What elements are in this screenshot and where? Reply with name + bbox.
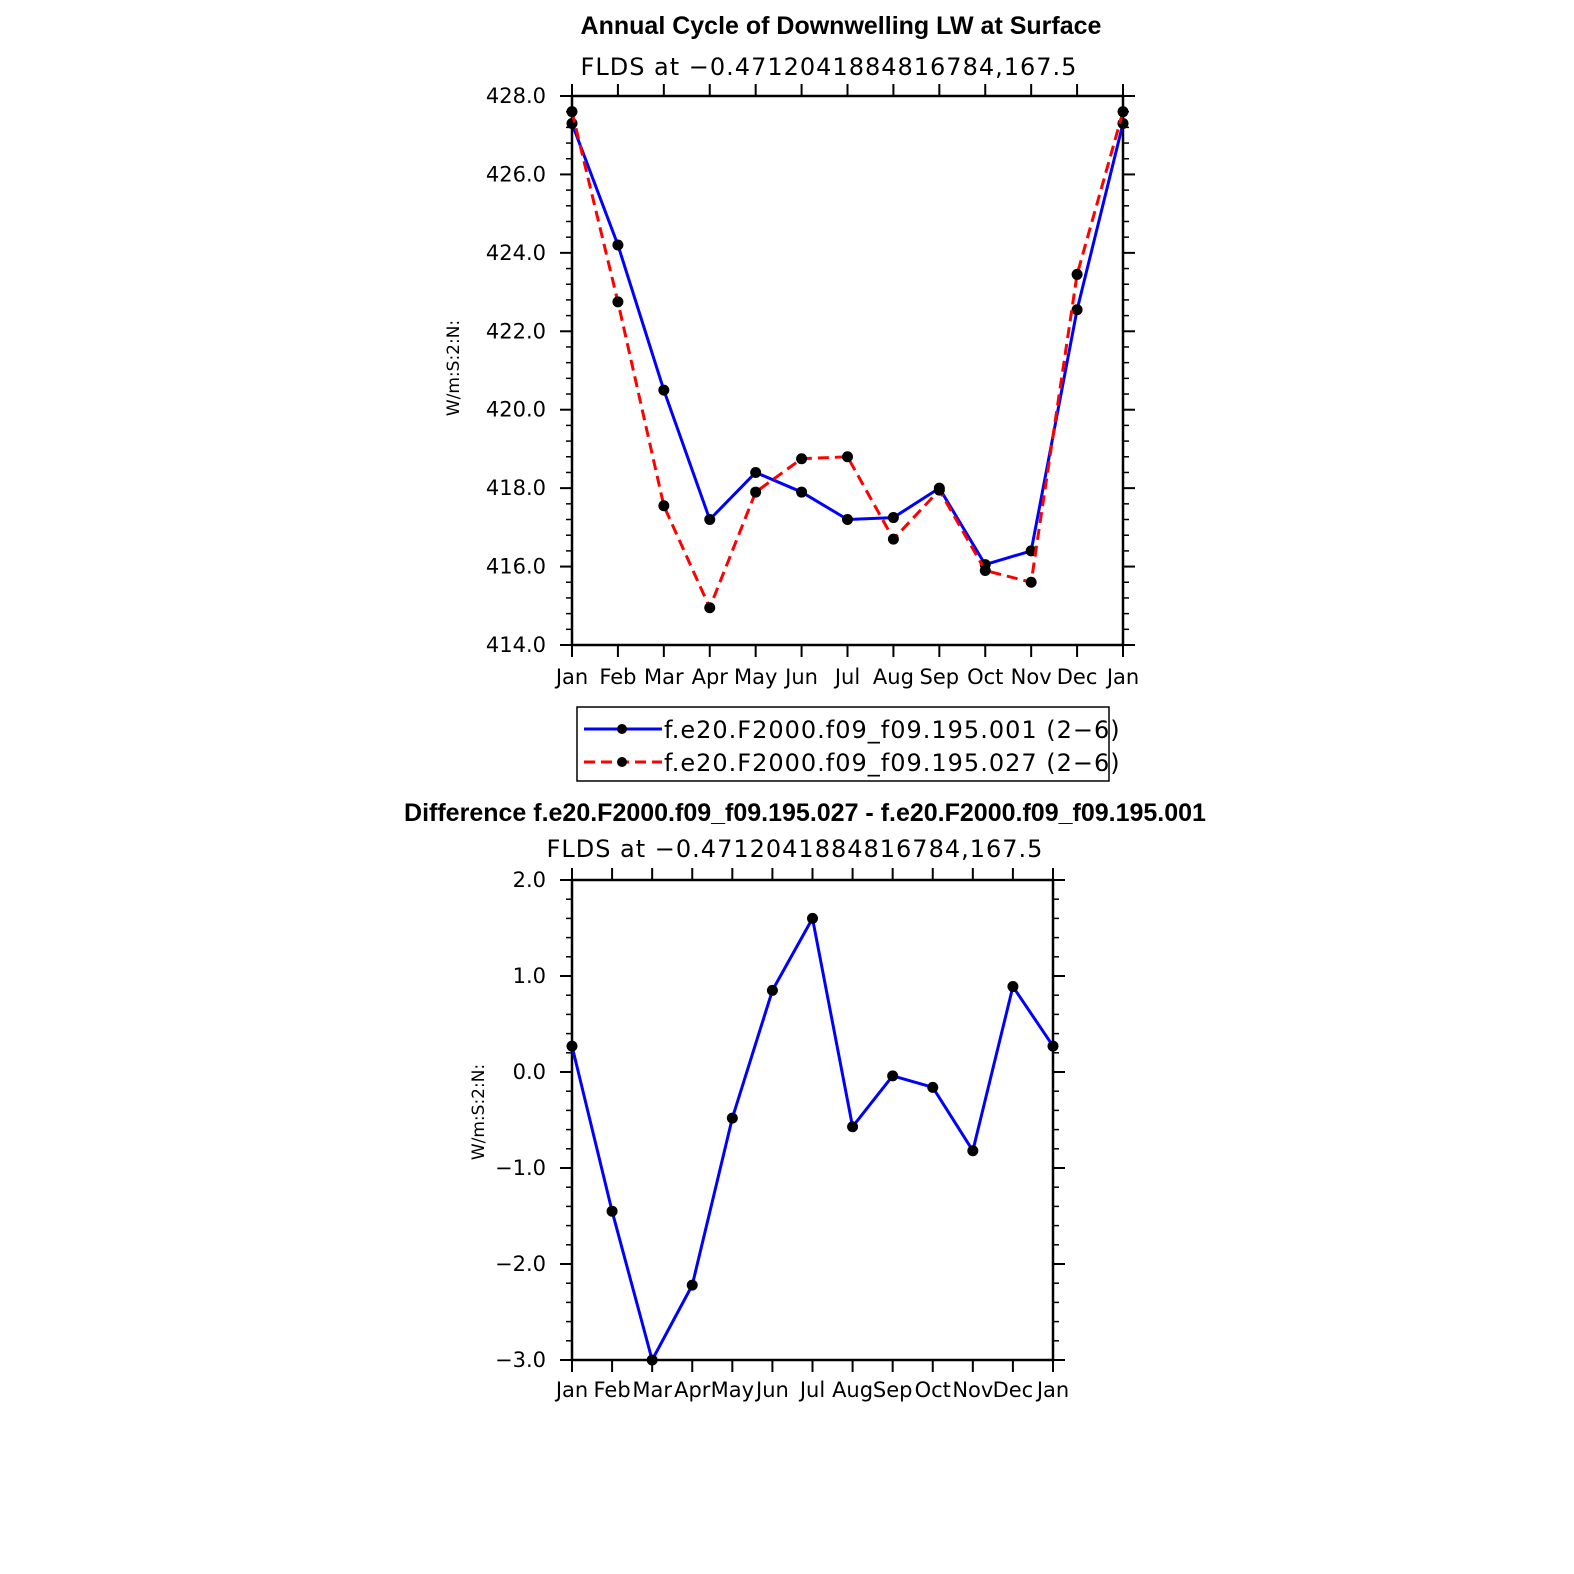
- series-line-1: [570, 122, 1125, 567]
- data-point-series-2: [1117, 106, 1129, 118]
- bottom-chart-ylabel: W/m:S:2:N:: [469, 1064, 489, 1160]
- y-tick-label: −3.0: [495, 1348, 546, 1372]
- bottom-chart-subtitle: FLDS at −0.4712041884816784,167.5: [547, 835, 1044, 863]
- data-point-series-1: [658, 384, 670, 396]
- y-tick-label: 418.0: [486, 476, 546, 500]
- x-tick-label: Aug: [873, 665, 914, 689]
- data-point-series-1: [1025, 545, 1037, 557]
- top-chart-legend: f.e20.F2000.f09_f09.195.001 (2−6) f.e20.…: [576, 706, 1121, 782]
- bottom-chart-plot: Jan Feb Mar Apr May Jun Jul Aug Sep Oct Nov Dec Jan−…: [495, 868, 1069, 1402]
- x-tick-label: Feb: [599, 665, 636, 689]
- y-tick-label: 414.0: [486, 633, 546, 657]
- data-point-series-1: [704, 514, 716, 526]
- x-tick-label: Mar: [632, 1378, 672, 1402]
- x-tick-label: Jan: [1035, 1378, 1069, 1402]
- top-chart-title: Annual Cycle of Downwelling LW at Surfac…: [581, 12, 1102, 40]
- legend-label-series-2: f.e20.F2000.f09_f09.195.027 (2−6): [664, 749, 1121, 777]
- x-tick-label: Aug: [832, 1378, 873, 1402]
- data-point-series-1: [796, 486, 808, 498]
- data-point-series-1: [1047, 1040, 1059, 1052]
- data-point-series-2: [796, 453, 808, 465]
- y-tick-label: 424.0: [486, 241, 546, 265]
- y-tick-label: −1.0: [495, 1156, 546, 1180]
- data-point-series-2: [1025, 576, 1037, 588]
- data-point-series-1: [766, 984, 778, 996]
- legend-frame: [576, 706, 1110, 782]
- y-tick-label: 1.0: [513, 964, 546, 988]
- data-point-series-1: [847, 1121, 859, 1133]
- y-tick-label: 0.0: [513, 1060, 546, 1084]
- data-point-series-2: [979, 564, 991, 576]
- y-tick-label: −2.0: [495, 1252, 546, 1276]
- x-tick-label: Apr: [674, 1378, 711, 1402]
- data-point-series-2: [658, 500, 670, 512]
- x-tick-label: Jun: [754, 1378, 789, 1402]
- x-tick-label: Nov: [952, 1378, 993, 1402]
- y-tick-label: 416.0: [486, 555, 546, 579]
- x-tick-label: Mar: [644, 665, 684, 689]
- data-point-series-1: [612, 239, 624, 251]
- x-tick-label: Nov: [1011, 665, 1052, 689]
- legend-marker-series-2: [617, 757, 627, 767]
- x-tick-label: Jan: [1105, 665, 1139, 689]
- top-chart-subtitle: FLDS at −0.4712041884816784,167.5: [581, 53, 1078, 81]
- data-point-series-1: [887, 1070, 899, 1082]
- data-point-series-1: [967, 1145, 979, 1157]
- x-tick-label: Jan: [554, 665, 588, 689]
- x-tick-label: Dec: [993, 1378, 1034, 1402]
- data-point-series-1: [1071, 304, 1083, 316]
- data-point-series-2: [1071, 268, 1083, 280]
- data-point-series-2: [612, 296, 624, 308]
- x-tick-label: Jun: [783, 665, 818, 689]
- x-tick-label: Dec: [1057, 665, 1098, 689]
- x-tick-label: Apr: [692, 665, 729, 689]
- data-point-series-1: [807, 912, 818, 924]
- y-tick-label: 422.0: [486, 319, 546, 343]
- x-tick-label: Sep: [920, 665, 960, 689]
- top-chart-plot: Jan Feb Mar Apr May Jun Jul Aug Sep Oct Nov Dec Jan 4…: [486, 84, 1139, 689]
- data-point-series-1: [1007, 981, 1019, 993]
- data-point-series-2: [566, 106, 578, 118]
- x-tick-label: May: [711, 1378, 754, 1402]
- x-tick-label: May: [734, 665, 777, 689]
- x-tick-label: Feb: [593, 1378, 630, 1402]
- x-tick-label: Sep: [873, 1378, 913, 1402]
- y-tick-label: 426.0: [486, 162, 546, 186]
- legend-marker-series-1: [617, 724, 627, 734]
- data-point-series-1: [606, 1205, 618, 1217]
- x-tick-label: Oct: [915, 1378, 951, 1402]
- x-tick-label: Jul: [833, 665, 860, 689]
- y-tick-label: 428.0: [486, 84, 546, 108]
- x-tick-label: Jul: [798, 1378, 825, 1402]
- x-tick-label: Jan: [554, 1378, 588, 1402]
- plot-frame: [570, 94, 1125, 647]
- data-point-series-2: [842, 451, 853, 463]
- bottom-chart-title: Difference f.e20.F2000.f09_f09.195.027 -…: [404, 799, 1206, 827]
- data-point-series-1: [842, 514, 853, 526]
- data-point-series-1: [566, 1040, 578, 1052]
- data-point-series-1: [686, 1279, 698, 1291]
- data-point-series-1: [566, 117, 578, 129]
- series-line-1: [570, 916, 1055, 1362]
- data-point-series-1: [750, 466, 762, 478]
- y-tick-label: 420.0: [486, 398, 546, 422]
- x-tick-label: Oct: [967, 665, 1003, 689]
- data-point-series-1: [646, 1354, 658, 1366]
- top-chart-ylabel: W/m:S:2:N:: [444, 320, 464, 416]
- data-point-series-2: [933, 484, 945, 496]
- data-point-series-1: [887, 512, 899, 524]
- data-point-series-2: [887, 533, 899, 545]
- data-point-series-2: [750, 486, 762, 498]
- data-point-series-2: [704, 602, 716, 614]
- legend-label-series-1: f.e20.F2000.f09_f09.195.001 (2−6): [664, 716, 1121, 744]
- data-point-series-1: [927, 1081, 939, 1093]
- y-tick-label: 2.0: [513, 868, 546, 892]
- data-point-series-1: [726, 1112, 738, 1124]
